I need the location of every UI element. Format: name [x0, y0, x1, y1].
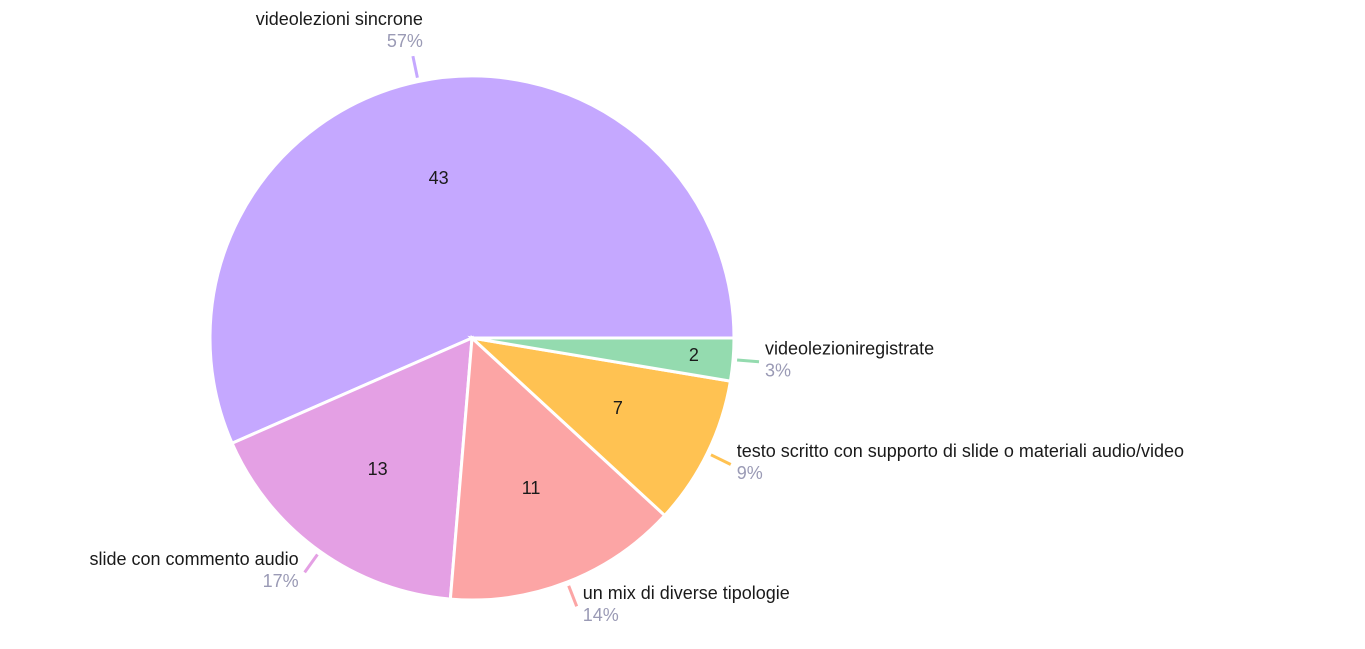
leader-line: [710, 453, 732, 466]
slice-value: 7: [613, 398, 623, 418]
leader-line: [303, 553, 319, 574]
slice-percent: 57%: [387, 31, 423, 51]
slice-label: testo scritto con supporto di slide o ma…: [737, 441, 1184, 461]
slice-percent: 14%: [583, 605, 619, 625]
pie-slice: [208, 74, 736, 446]
slice-value: 13: [368, 459, 388, 479]
slice-value: 2: [689, 345, 699, 365]
leader-line: [736, 358, 760, 364]
slice-label: videolezioni sincrone: [256, 9, 423, 29]
slice-label: videolezioniregistrate: [765, 339, 934, 359]
slice-value: 11: [522, 478, 541, 498]
slice-label: slide con commento audio: [90, 549, 299, 569]
pie-slice: [467, 335, 733, 518]
leader-line: [411, 55, 419, 78]
pie-slice: [448, 334, 667, 602]
slice-percent: 9%: [737, 463, 763, 483]
pie-slice: [471, 336, 736, 383]
leader-line: [567, 585, 579, 607]
slice-value: 43: [429, 168, 449, 188]
pie-slice: [230, 335, 474, 601]
slice-label: un mix di diverse tipologie: [583, 583, 790, 603]
slice-percent: 3%: [765, 361, 791, 381]
slice-percent: 17%: [263, 571, 299, 591]
